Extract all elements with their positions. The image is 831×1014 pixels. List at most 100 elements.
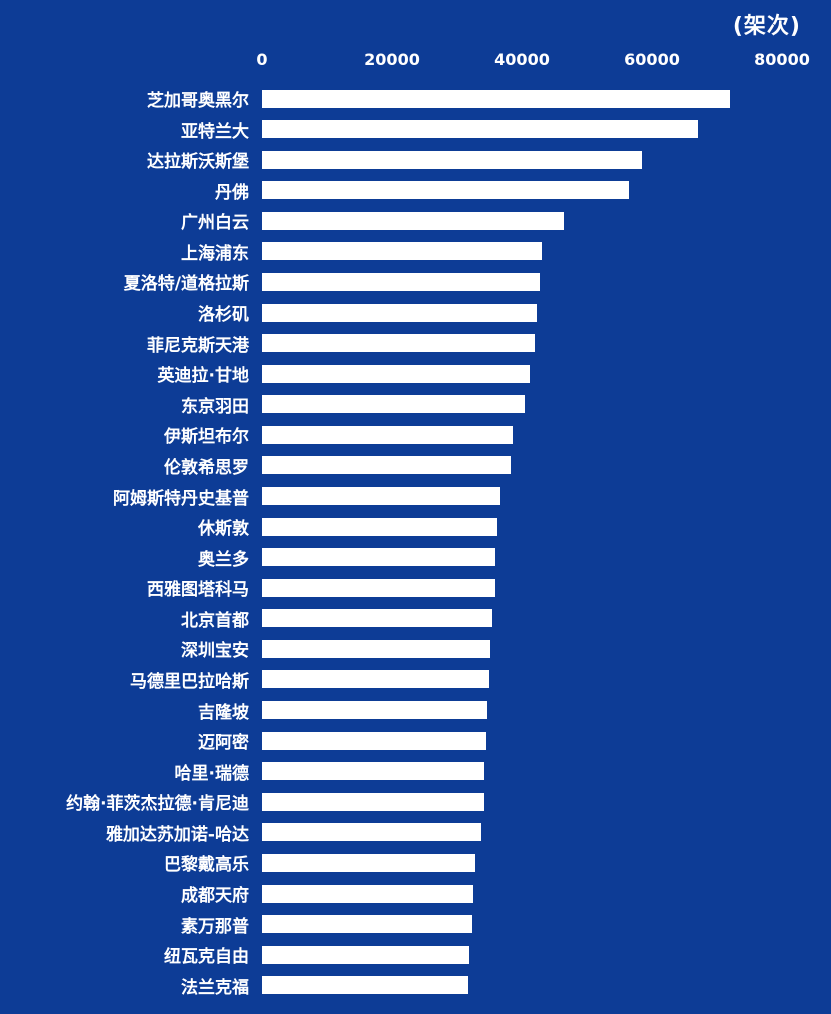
bar-row: 达拉斯沃斯堡 [0, 145, 831, 174]
bar-row: 芝加哥奥黑尔 [0, 84, 831, 113]
bar [262, 670, 489, 689]
bar-track [262, 731, 831, 750]
bar-track [262, 670, 831, 689]
x-axis: 0 20000 40000 60000 80000 [256, 50, 831, 72]
bar-track [262, 89, 831, 108]
bar-row: 约翰·菲茨杰拉德·肯尼迪 [0, 787, 831, 816]
category-label: 上海浦东 [181, 243, 249, 264]
bar-track [262, 425, 831, 444]
category-label: 广州白云 [181, 213, 249, 234]
bar-track [262, 487, 831, 506]
category-label: 东京羽田 [181, 396, 249, 417]
category-label: 芝加哥奥黑尔 [147, 91, 249, 111]
category-label: 洛杉矶 [198, 305, 249, 326]
bar-row: 菲尼克斯天港 [0, 329, 831, 358]
bar-track [262, 181, 831, 200]
category-label: 阿姆斯特丹史基普 [113, 488, 249, 509]
bar-row: 休斯敦 [0, 512, 831, 541]
bar-track [262, 853, 831, 872]
bar [262, 578, 495, 597]
bar-row: 法兰克福 [0, 971, 831, 1000]
category-label: 深圳宝安 [181, 641, 249, 662]
category-label: 丹佛 [215, 182, 249, 203]
bar-row: 纽瓦克自由 [0, 940, 831, 969]
bar-row: 北京首都 [0, 604, 831, 633]
bar-track [262, 395, 831, 414]
bar-row: 成都天府 [0, 879, 831, 908]
bar-track [262, 272, 831, 291]
bar [262, 425, 513, 444]
bar-track [262, 823, 831, 842]
x-axis-tick: 0 [256, 50, 268, 69]
bar-track [262, 701, 831, 720]
bar [262, 456, 511, 475]
bar-track [262, 364, 831, 383]
bar [262, 272, 541, 291]
category-label: 伦敦希思罗 [164, 457, 249, 478]
category-label: 奥兰多 [198, 549, 249, 570]
category-label: 法兰克福 [181, 977, 249, 998]
bar-row: 迈阿密 [0, 726, 831, 755]
bar [262, 976, 469, 995]
category-label: 纽瓦克自由 [164, 947, 249, 968]
category-label: 迈阿密 [198, 733, 249, 754]
category-label: 成都天府 [181, 886, 249, 907]
category-label: 英迪拉·甘地 [157, 366, 249, 387]
x-axis-tick: 20000 [364, 50, 420, 69]
bar-row: 亚特兰大 [0, 115, 831, 144]
category-label: 雅加达苏加诺-哈达 [105, 824, 249, 845]
bar-row: 西雅图塔科马 [0, 573, 831, 602]
bar-row: 吉隆坡 [0, 696, 831, 725]
bar [262, 884, 473, 903]
category-label: 巴黎戴高乐 [164, 855, 249, 876]
bar-track [262, 456, 831, 475]
bar [262, 762, 484, 781]
bar [262, 548, 495, 567]
bar [262, 364, 530, 383]
bar-row: 伦敦希思罗 [0, 451, 831, 480]
bar-rows: 芝加哥奥黑尔 亚特兰大 达拉斯沃斯堡 丹佛 广州白云 上海浦东 夏洛特/道格拉斯 洛杉矶 菲尼克… [0, 84, 831, 1000]
bar-track [262, 976, 831, 995]
bar [262, 487, 500, 506]
bar-row: 洛杉矶 [0, 298, 831, 327]
bar-track [262, 303, 831, 322]
bar-row: 素万那普 [0, 910, 831, 939]
bar [262, 517, 497, 536]
bar [262, 395, 525, 414]
category-label: 马德里巴拉哈斯 [130, 671, 249, 692]
bar [262, 945, 469, 964]
category-label: 约翰·菲茨杰拉德·肯尼迪 [66, 794, 249, 815]
bar [262, 120, 698, 139]
unit-label: (架次) [732, 14, 801, 39]
bar [262, 334, 535, 353]
bar [262, 701, 487, 720]
bar [262, 89, 730, 108]
bar [262, 823, 482, 842]
bar-row: 巴黎戴高乐 [0, 848, 831, 877]
bar-row: 上海浦东 [0, 237, 831, 266]
bar [262, 609, 493, 628]
bar [262, 853, 476, 872]
bar-row: 东京羽田 [0, 390, 831, 419]
category-label: 达拉斯沃斯堡 [147, 152, 249, 173]
bar-track [262, 548, 831, 567]
x-axis-tick: 60000 [624, 50, 680, 69]
bar [262, 915, 472, 934]
bar-track [262, 945, 831, 964]
bar-track [262, 242, 831, 261]
bar-track [262, 578, 831, 597]
bar-track [262, 334, 831, 353]
bar-track [262, 211, 831, 230]
bar [262, 150, 643, 169]
bar-track [262, 609, 831, 628]
bar [262, 639, 491, 658]
bar-row: 雅加达苏加诺-哈达 [0, 818, 831, 847]
bar-row: 深圳宝安 [0, 634, 831, 663]
bar-row: 马德里巴拉哈斯 [0, 665, 831, 694]
category-label: 休斯敦 [198, 519, 249, 540]
bar-track [262, 150, 831, 169]
bar [262, 731, 486, 750]
bar-track [262, 517, 831, 536]
bar-row: 哈里·瑞德 [0, 757, 831, 786]
